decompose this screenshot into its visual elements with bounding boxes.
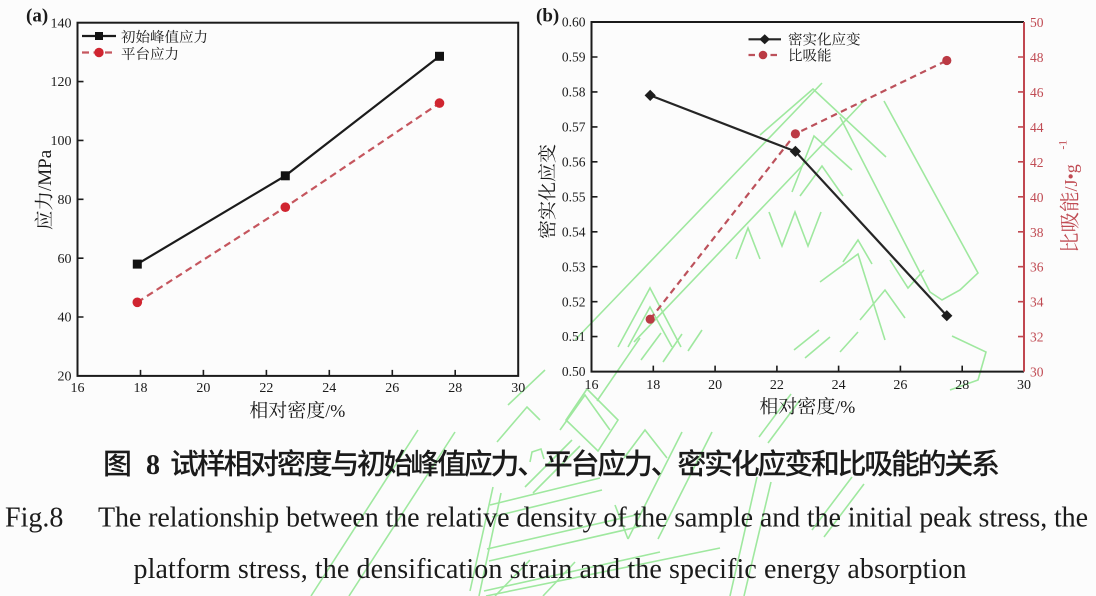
- svg-text:(a): (a): [26, 6, 48, 27]
- svg-text:44: 44: [1030, 120, 1044, 135]
- svg-text:/J•g: /J•g: [1061, 164, 1081, 191]
- svg-text:26: 26: [385, 381, 399, 396]
- svg-text:36: 36: [1030, 260, 1044, 275]
- svg-text:28: 28: [448, 381, 462, 396]
- svg-text:100: 100: [51, 134, 72, 149]
- svg-text:120: 120: [51, 75, 72, 90]
- svg-text:24: 24: [322, 381, 336, 396]
- svg-text:30: 30: [1030, 365, 1044, 380]
- svg-text:16: 16: [71, 381, 85, 396]
- svg-text:0.51: 0.51: [562, 329, 586, 344]
- svg-text:0.59: 0.59: [562, 50, 586, 65]
- svg-text:0.50: 0.50: [562, 364, 586, 379]
- svg-text:18: 18: [646, 378, 660, 393]
- svg-text:20: 20: [708, 378, 722, 393]
- svg-text:42: 42: [1030, 155, 1044, 170]
- svg-text:140: 140: [51, 16, 72, 31]
- svg-text:24: 24: [832, 378, 846, 393]
- svg-text:80: 80: [58, 193, 72, 208]
- svg-text:18: 18: [134, 381, 148, 396]
- svg-text:20: 20: [196, 381, 210, 396]
- svg-text:/%: /%: [325, 401, 345, 421]
- svg-text:-1: -1: [1058, 140, 1070, 150]
- svg-text:22: 22: [259, 381, 273, 396]
- svg-text:20: 20: [58, 370, 72, 385]
- svg-text:32: 32: [1030, 330, 1044, 345]
- svg-text:48: 48: [1030, 50, 1044, 65]
- svg-text:/%: /%: [835, 397, 855, 417]
- svg-text:(b): (b): [536, 6, 559, 27]
- svg-text:26: 26: [893, 378, 907, 393]
- svg-text:40: 40: [58, 311, 72, 326]
- svg-text:0.53: 0.53: [562, 259, 586, 274]
- svg-text:22: 22: [770, 378, 784, 393]
- svg-text:28: 28: [955, 378, 969, 393]
- svg-text:8: 8: [146, 450, 160, 481]
- svg-text:/MPa: /MPa: [35, 149, 56, 191]
- svg-text:0.55: 0.55: [562, 189, 586, 204]
- svg-text:46: 46: [1030, 85, 1044, 100]
- svg-text:30: 30: [1017, 378, 1031, 393]
- svg-text:38: 38: [1030, 225, 1044, 240]
- svg-text:60: 60: [58, 252, 72, 267]
- svg-text:0.56: 0.56: [562, 154, 586, 169]
- svg-text:0.60: 0.60: [562, 15, 586, 30]
- svg-text:0.52: 0.52: [562, 294, 586, 309]
- svg-text:The relationship between the r: The relationship between the relative de…: [98, 503, 1088, 534]
- svg-text:30: 30: [511, 381, 525, 396]
- svg-text:16: 16: [585, 378, 599, 393]
- svg-text:50: 50: [1030, 15, 1044, 30]
- svg-text:40: 40: [1030, 190, 1044, 205]
- svg-text:0.57: 0.57: [562, 120, 586, 135]
- svg-text:platform stress, the densifica: platform stress, the densification strai…: [134, 554, 967, 585]
- svg-text:34: 34: [1030, 295, 1044, 310]
- svg-text:0.54: 0.54: [562, 224, 586, 239]
- svg-text:0.58: 0.58: [562, 85, 586, 100]
- svg-text:Fig.8: Fig.8: [5, 503, 63, 534]
